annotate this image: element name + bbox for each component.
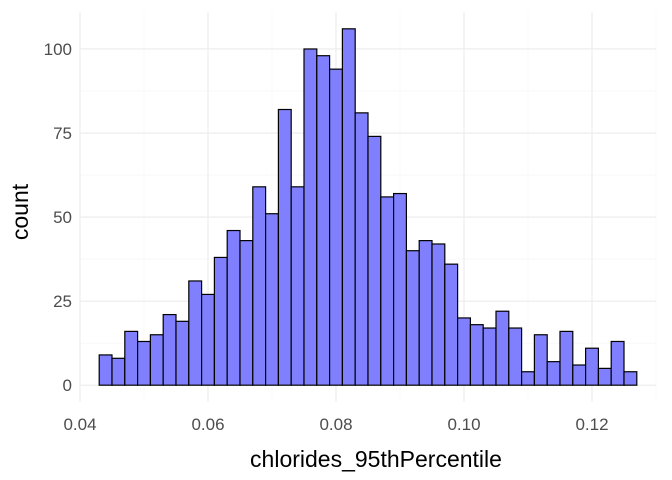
histogram-bar <box>457 317 472 386</box>
histogram-bar <box>418 240 433 386</box>
y-tick-label: 0 <box>63 376 72 395</box>
x-tick-label: 0.10 <box>447 415 480 434</box>
histogram-bar <box>546 361 561 386</box>
histogram-bar <box>265 213 280 386</box>
histogram-bar <box>469 324 484 386</box>
histogram-bar <box>393 192 408 386</box>
histogram-bar <box>149 334 164 386</box>
histogram-bar <box>162 313 177 386</box>
y-tick-label: 75 <box>53 124 72 143</box>
x-axis-title: chlorides_95thPercentile <box>250 446 502 472</box>
y-tick-label: 25 <box>53 292 72 311</box>
histogram-bar <box>559 330 574 386</box>
histogram-bar <box>341 28 356 386</box>
x-tick-label: 0.06 <box>191 415 224 434</box>
histogram-bar <box>380 196 395 386</box>
histogram-bar <box>252 186 267 386</box>
histogram-bar <box>405 250 420 386</box>
histogram-bar <box>572 364 587 386</box>
y-tick-label: 100 <box>44 40 72 59</box>
histogram-bar <box>367 135 382 386</box>
histogram-bar <box>508 327 523 386</box>
histogram-bar <box>533 334 548 386</box>
histogram-bar <box>623 371 638 386</box>
histogram-bar <box>354 112 369 386</box>
x-tick-label: 0.08 <box>319 415 352 434</box>
histogram-bar <box>316 55 331 386</box>
histogram-bars <box>98 28 638 386</box>
histogram-bar <box>520 371 535 386</box>
x-tick-label: 0.04 <box>63 415 96 434</box>
histogram-bar <box>226 229 241 386</box>
histogram-bar <box>201 293 216 386</box>
y-tick-label: 50 <box>53 208 72 227</box>
histogram-bar <box>98 354 113 386</box>
histogram-bar <box>482 327 497 386</box>
histogram-bar <box>495 310 510 386</box>
histogram-bar <box>239 240 254 386</box>
histogram-bar <box>213 256 228 386</box>
histogram-bar <box>597 367 612 386</box>
histogram-bar <box>584 347 599 386</box>
histogram-bar <box>290 186 305 386</box>
x-axis-tick-labels: 0.04 0.06 0.08 0.10 0.12 <box>63 415 608 434</box>
histogram-bar <box>303 48 318 386</box>
histogram-bar <box>111 357 126 386</box>
histogram-bar <box>431 243 446 386</box>
y-axis-title: count <box>7 183 33 240</box>
x-tick-label: 0.12 <box>575 415 608 434</box>
y-axis-tick-labels: 0 25 50 75 100 <box>44 40 72 395</box>
histogram-bar <box>444 263 459 386</box>
histogram-bar <box>137 340 152 386</box>
histogram-bar <box>175 320 190 386</box>
histogram-bar <box>610 340 625 386</box>
histogram-bar <box>188 280 203 386</box>
histogram-bar <box>329 68 344 386</box>
histogram-bar <box>277 108 292 386</box>
histogram-bar <box>124 330 139 386</box>
